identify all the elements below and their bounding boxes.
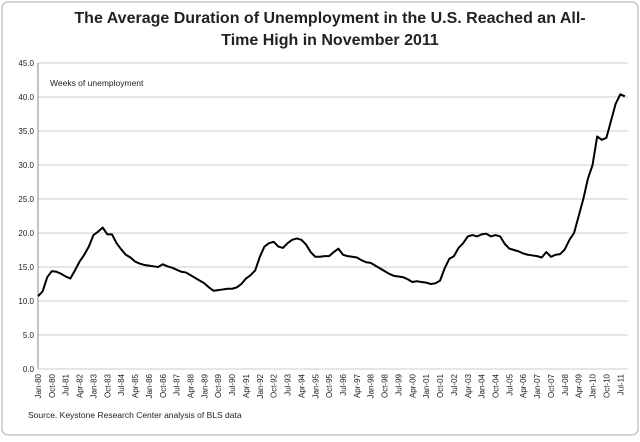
x-tick-label: Apr-88 xyxy=(187,373,196,398)
x-tick-label: Jan-07 xyxy=(533,373,542,398)
y-tick-label: 45.0 xyxy=(18,59,34,68)
x-tick-label: Oct-80 xyxy=(48,373,57,398)
x-tick-label: Jan-92 xyxy=(256,373,265,398)
y-tick-label: 25.0 xyxy=(18,195,34,204)
y-tick-label: 5.0 xyxy=(23,331,35,340)
x-tick-label: Oct-10 xyxy=(602,373,611,398)
y-tick-label: 15.0 xyxy=(18,263,34,272)
x-tick-label: Jul-87 xyxy=(173,373,182,395)
y-tick-label: 40.0 xyxy=(18,93,34,102)
x-tick-label: Oct-92 xyxy=(270,373,279,398)
x-tick-label: Jan-80 xyxy=(34,373,43,398)
x-tick-label: Apr-94 xyxy=(297,373,306,398)
x-tick-label: Jul-08 xyxy=(561,373,570,395)
x-tick-label: Jan-95 xyxy=(311,373,320,398)
x-tick-label: Oct-04 xyxy=(492,373,501,398)
x-tick-label: Jul-93 xyxy=(284,373,293,395)
data-line xyxy=(37,93,626,297)
source-note: Source. Keystone Research Center analysi… xyxy=(28,410,242,420)
x-tick-label: Apr-97 xyxy=(353,373,362,398)
x-tick-label: Jul-90 xyxy=(228,373,237,395)
x-tick-label: Oct-89 xyxy=(214,373,223,398)
x-tick-label: Apr-91 xyxy=(242,373,251,398)
x-tick-label: Jan-04 xyxy=(478,373,487,398)
x-tick-label: Jul-99 xyxy=(394,373,403,395)
x-tick-label: Oct-07 xyxy=(547,373,556,398)
x-tick-label: Jul-84 xyxy=(117,373,126,395)
x-tick-label: Oct-98 xyxy=(381,373,390,398)
y-tick-label: 35.0 xyxy=(18,127,34,136)
x-tick-label: Jan-83 xyxy=(89,373,98,398)
x-tick-label: Apr-00 xyxy=(408,373,417,398)
x-tick-label: Jul-81 xyxy=(62,373,71,395)
x-tick-label: Oct-01 xyxy=(436,373,445,398)
x-tick-label: Oct-95 xyxy=(325,373,334,398)
y-tick-label: 0.0 xyxy=(23,365,35,374)
x-tick-label: Apr-03 xyxy=(464,373,473,398)
x-tick-label: Jul-05 xyxy=(505,373,514,395)
x-tick-label: Apr-09 xyxy=(575,373,584,398)
y-tick-label: 20.0 xyxy=(18,229,34,238)
x-tick-label: Jan-86 xyxy=(145,373,154,398)
x-tick-label: Jul-96 xyxy=(339,373,348,395)
x-tick-label: Apr-06 xyxy=(519,373,528,398)
y-tick-label: 10.0 xyxy=(18,297,34,306)
x-tick-label: Jan-98 xyxy=(367,373,376,398)
x-tick-label: Jul-11 xyxy=(616,373,625,395)
x-tick-label: Jan-01 xyxy=(422,373,431,398)
x-tick-label: Oct-83 xyxy=(103,373,112,398)
x-tick-label: Jan-10 xyxy=(589,373,598,398)
x-tick-label: Jul-02 xyxy=(450,373,459,395)
annotation: Weeks of unemployment xyxy=(50,78,144,88)
x-tick-label: Jan-89 xyxy=(200,373,209,398)
x-tick-label: Oct-86 xyxy=(159,373,168,398)
y-tick-label: 30.0 xyxy=(18,161,34,170)
chart-title: The Average Duration of Unemployment in … xyxy=(74,10,585,49)
x-tick-label: Apr-82 xyxy=(76,373,85,398)
x-tick-label: Apr-85 xyxy=(131,373,140,398)
